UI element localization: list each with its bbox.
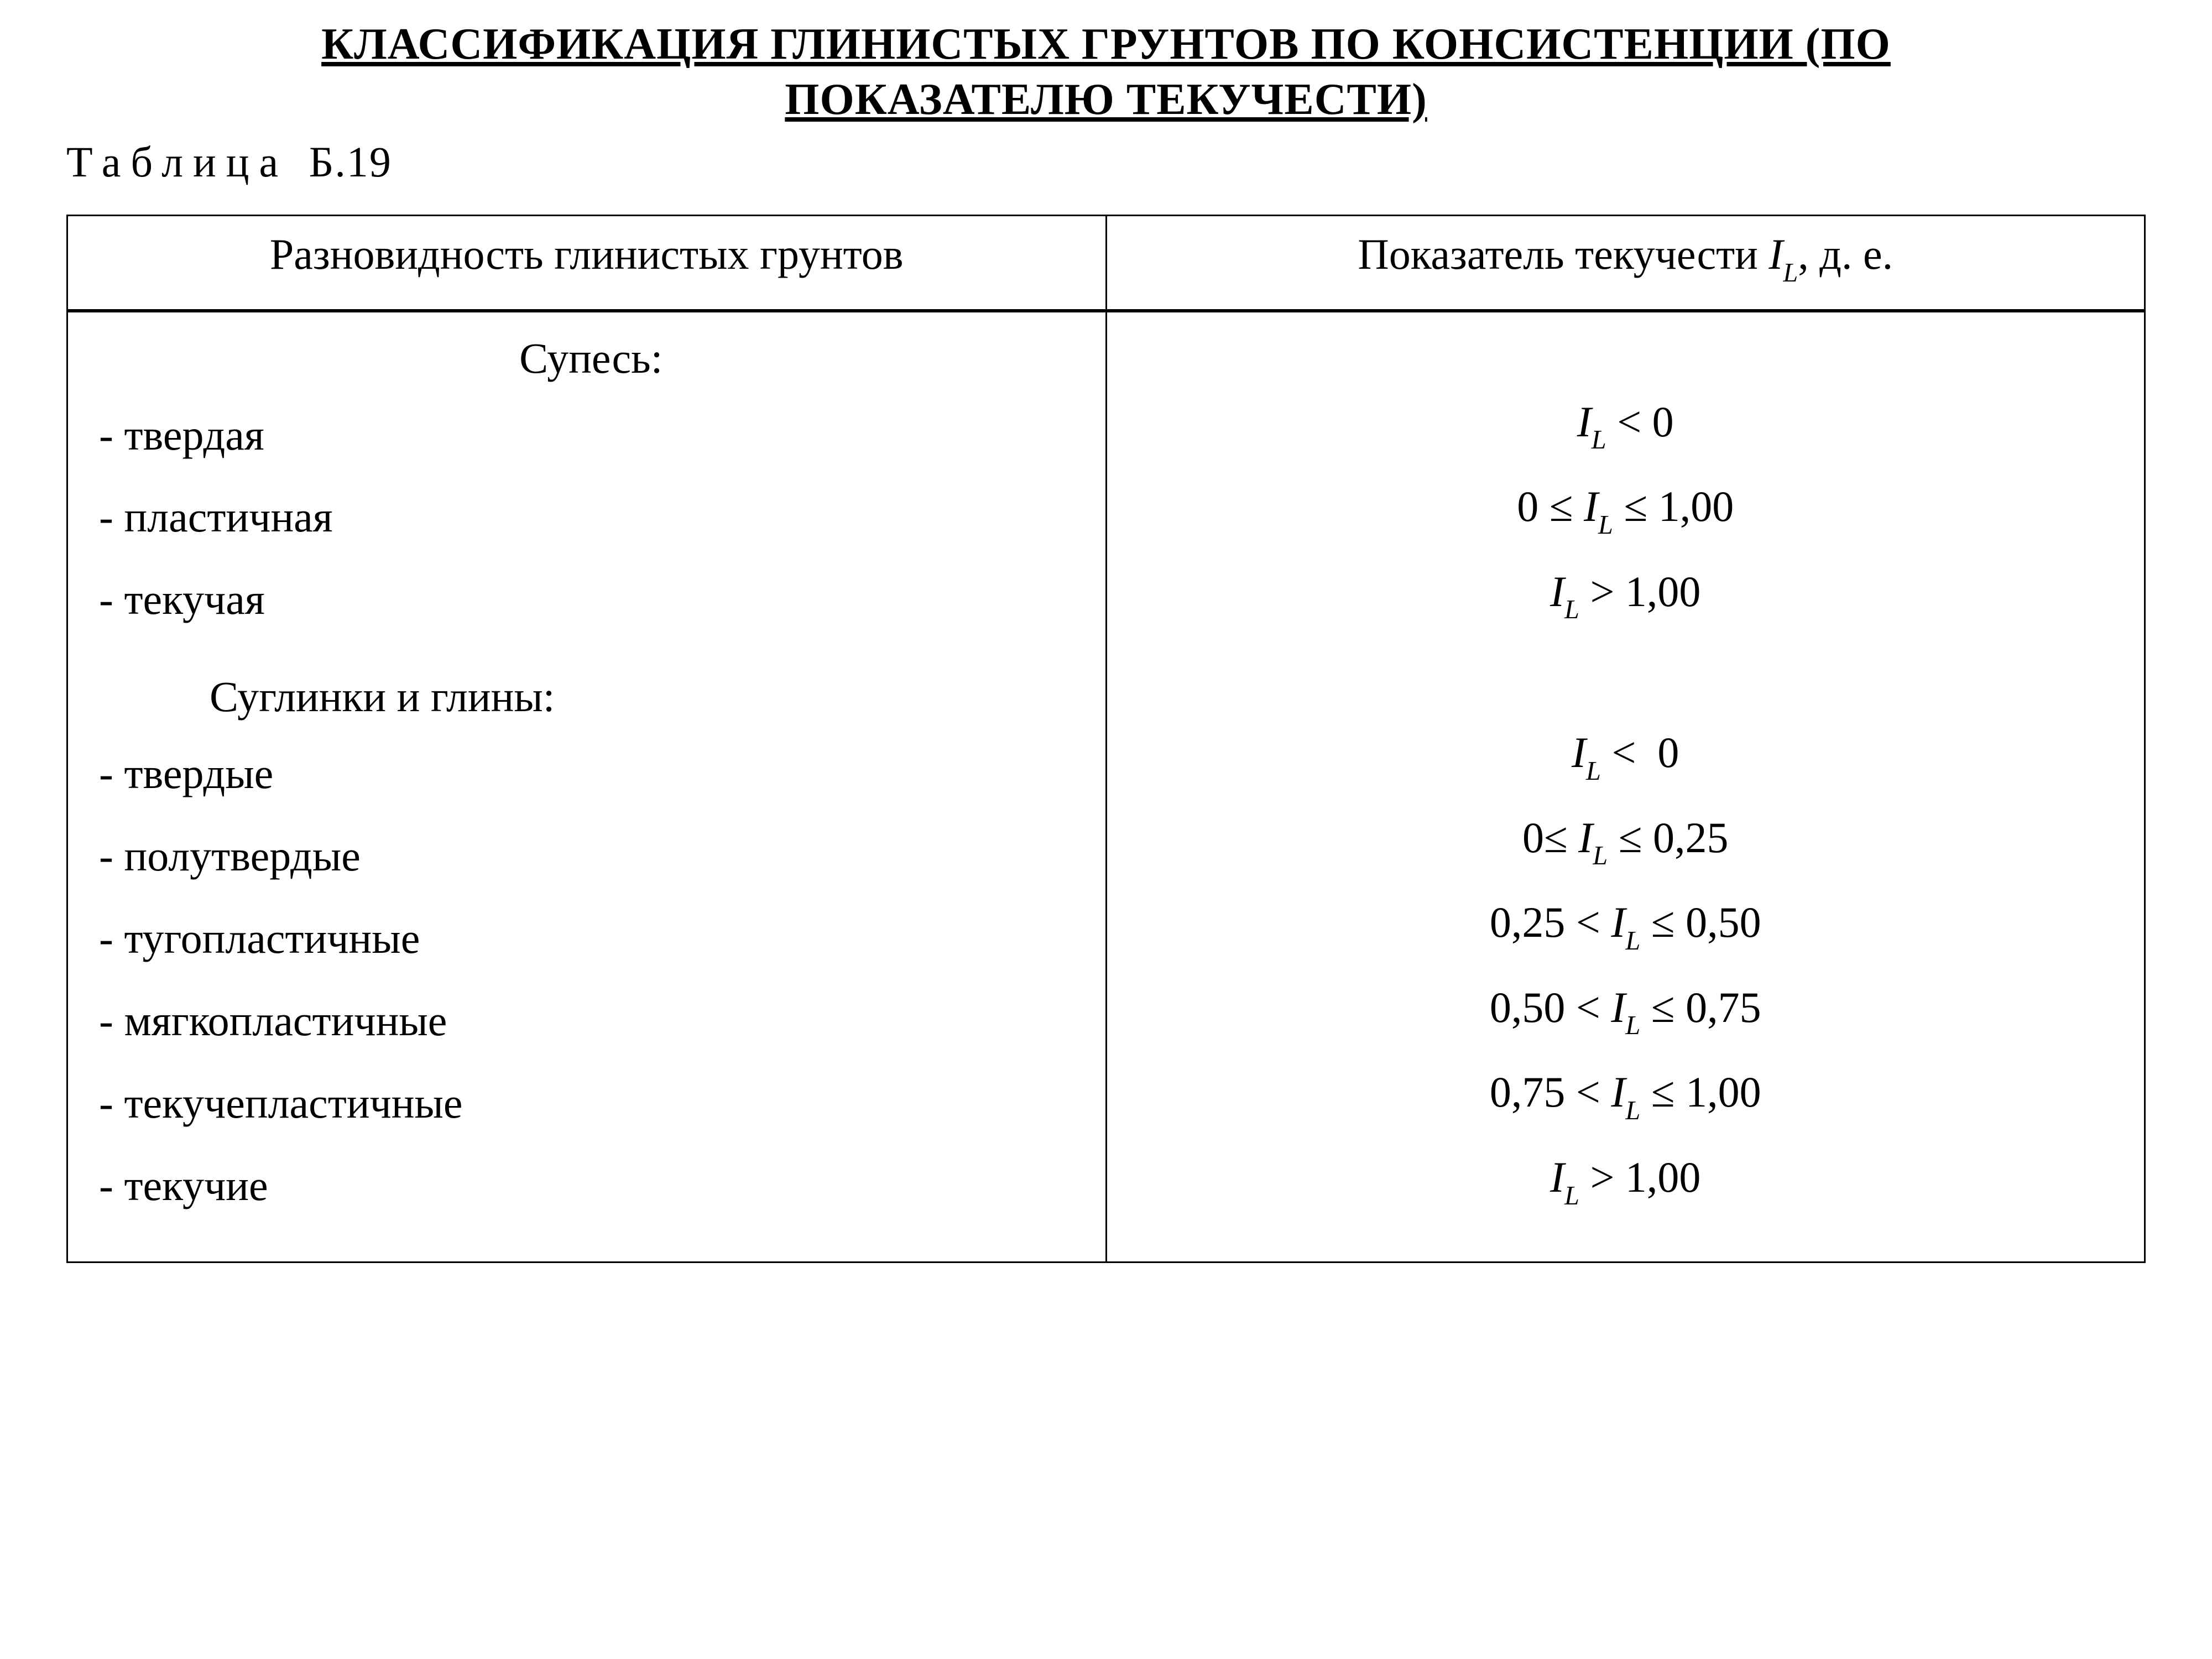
table-caption-word: Таблица: [66, 138, 288, 186]
row-label: - текучая: [99, 566, 1083, 633]
row-formula: 0,25 < IL ≤ 0,50: [1129, 889, 2122, 959]
row-formula: IL > 1,00: [1129, 559, 2122, 628]
row-formula: 0≤ IL ≤ 0,25: [1129, 805, 2122, 874]
row-label: - мягкопластичные: [99, 988, 1083, 1055]
row-label: - твердые: [99, 740, 1083, 807]
column-header-variety: Разновидность глинистых грунтов: [67, 216, 1107, 311]
row-label: - полутвердые: [99, 823, 1083, 890]
cell-variety: Супесь: - твердая - пластичная - текучая…: [67, 311, 1107, 1262]
cell-index: IL < 0 0 ≤ IL ≤ 1,00 IL > 1,00 IL < 0 0≤…: [1106, 311, 2145, 1262]
classification-table: Разновидность глинистых грунтов Показате…: [66, 215, 2146, 1263]
page-title: КЛАССИФИКАЦИЯ ГЛИНИСТЫХ ГРУНТОВ ПО КОНСИ…: [66, 17, 2146, 127]
table-body-row: Супесь: - твердая - пластичная - текучая…: [67, 311, 2145, 1262]
table-caption: Таблица Б.19: [66, 137, 2146, 187]
row-label: - пластичная: [99, 484, 1083, 551]
row-formula: 0,50 < IL ≤ 0,75: [1129, 974, 2122, 1044]
column-header-index: Показатель текучести IL, д. е.: [1106, 216, 2145, 311]
table-header-row: Разновидность глинистых грунтов Показате…: [67, 216, 2145, 311]
title-line-2: ПОКАЗАТЕЛЮ ТЕКУЧЕСТИ): [785, 75, 1427, 124]
row-formula: IL < 0: [1129, 719, 2122, 789]
group-heading-supes: Супесь:: [99, 333, 1083, 383]
row-formula: 0,75 < IL ≤ 1,00: [1129, 1059, 2122, 1129]
row-formula: IL < 0: [1129, 389, 2122, 458]
table-caption-number: Б.19: [309, 138, 392, 186]
row-label: - текучепластичные: [99, 1070, 1083, 1137]
title-line-1: КЛАССИФИКАЦИЯ ГЛИНИСТЫХ ГРУНТОВ ПО КОНСИ…: [321, 20, 1891, 69]
group-heading-suglinki: Суглинки и глины:: [99, 672, 1083, 722]
page: КЛАССИФИКАЦИЯ ГЛИНИСТЫХ ГРУНТОВ ПО КОНСИ…: [0, 0, 2212, 1659]
row-label: - твердая: [99, 402, 1083, 469]
row-label: - тугопластичные: [99, 905, 1083, 972]
row-formula: IL > 1,00: [1129, 1144, 2122, 1214]
row-formula: 0 ≤ IL ≤ 1,00: [1129, 473, 2122, 543]
row-label: - текучие: [99, 1152, 1083, 1219]
